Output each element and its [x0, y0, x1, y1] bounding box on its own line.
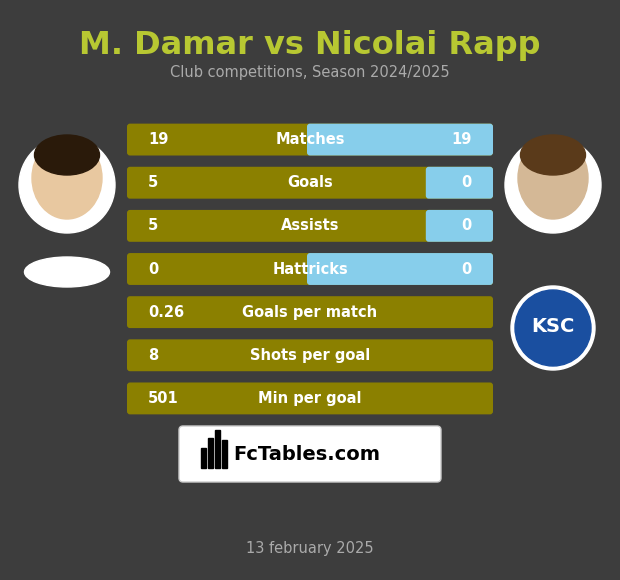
Circle shape	[515, 290, 591, 366]
Ellipse shape	[35, 135, 99, 175]
Text: Assists: Assists	[281, 218, 339, 233]
Text: 0: 0	[462, 218, 472, 233]
Bar	[208, 438, 213, 468]
FancyBboxPatch shape	[307, 253, 493, 285]
FancyBboxPatch shape	[179, 426, 441, 482]
FancyBboxPatch shape	[127, 210, 493, 242]
Text: 0.26: 0.26	[148, 304, 184, 320]
Text: 5: 5	[148, 218, 158, 233]
FancyBboxPatch shape	[426, 167, 493, 199]
Ellipse shape	[521, 135, 585, 175]
Text: 0: 0	[148, 262, 158, 277]
Ellipse shape	[32, 137, 102, 219]
Bar	[222, 440, 227, 468]
Ellipse shape	[25, 257, 110, 287]
Text: 19: 19	[148, 132, 169, 147]
Circle shape	[511, 286, 595, 370]
Bar	[201, 448, 206, 468]
Text: 13 february 2025: 13 february 2025	[246, 541, 374, 556]
Text: Goals per match: Goals per match	[242, 304, 378, 320]
FancyBboxPatch shape	[307, 124, 493, 155]
FancyBboxPatch shape	[127, 167, 493, 199]
Text: 19: 19	[451, 132, 472, 147]
FancyBboxPatch shape	[127, 382, 493, 414]
Text: 5: 5	[148, 175, 158, 190]
Text: KSC: KSC	[531, 317, 575, 335]
Text: 0: 0	[462, 175, 472, 190]
Text: Club competitions, Season 2024/2025: Club competitions, Season 2024/2025	[170, 65, 450, 80]
FancyBboxPatch shape	[127, 124, 493, 155]
Text: Goals: Goals	[287, 175, 333, 190]
FancyBboxPatch shape	[426, 210, 493, 242]
Text: FcTables.com: FcTables.com	[233, 444, 380, 463]
Circle shape	[505, 137, 601, 233]
FancyBboxPatch shape	[127, 296, 493, 328]
Text: 501: 501	[148, 391, 179, 406]
Text: Shots per goal: Shots per goal	[250, 348, 370, 362]
Text: Matches: Matches	[275, 132, 345, 147]
Text: M. Damar vs Nicolai Rapp: M. Damar vs Nicolai Rapp	[79, 30, 541, 61]
Text: 8: 8	[148, 348, 158, 362]
Text: Min per goal: Min per goal	[259, 391, 361, 406]
Bar	[215, 430, 220, 468]
Text: 0: 0	[462, 262, 472, 277]
FancyBboxPatch shape	[127, 253, 493, 285]
Text: Hattricks: Hattricks	[272, 262, 348, 277]
FancyBboxPatch shape	[127, 339, 493, 371]
Ellipse shape	[518, 137, 588, 219]
Circle shape	[19, 137, 115, 233]
